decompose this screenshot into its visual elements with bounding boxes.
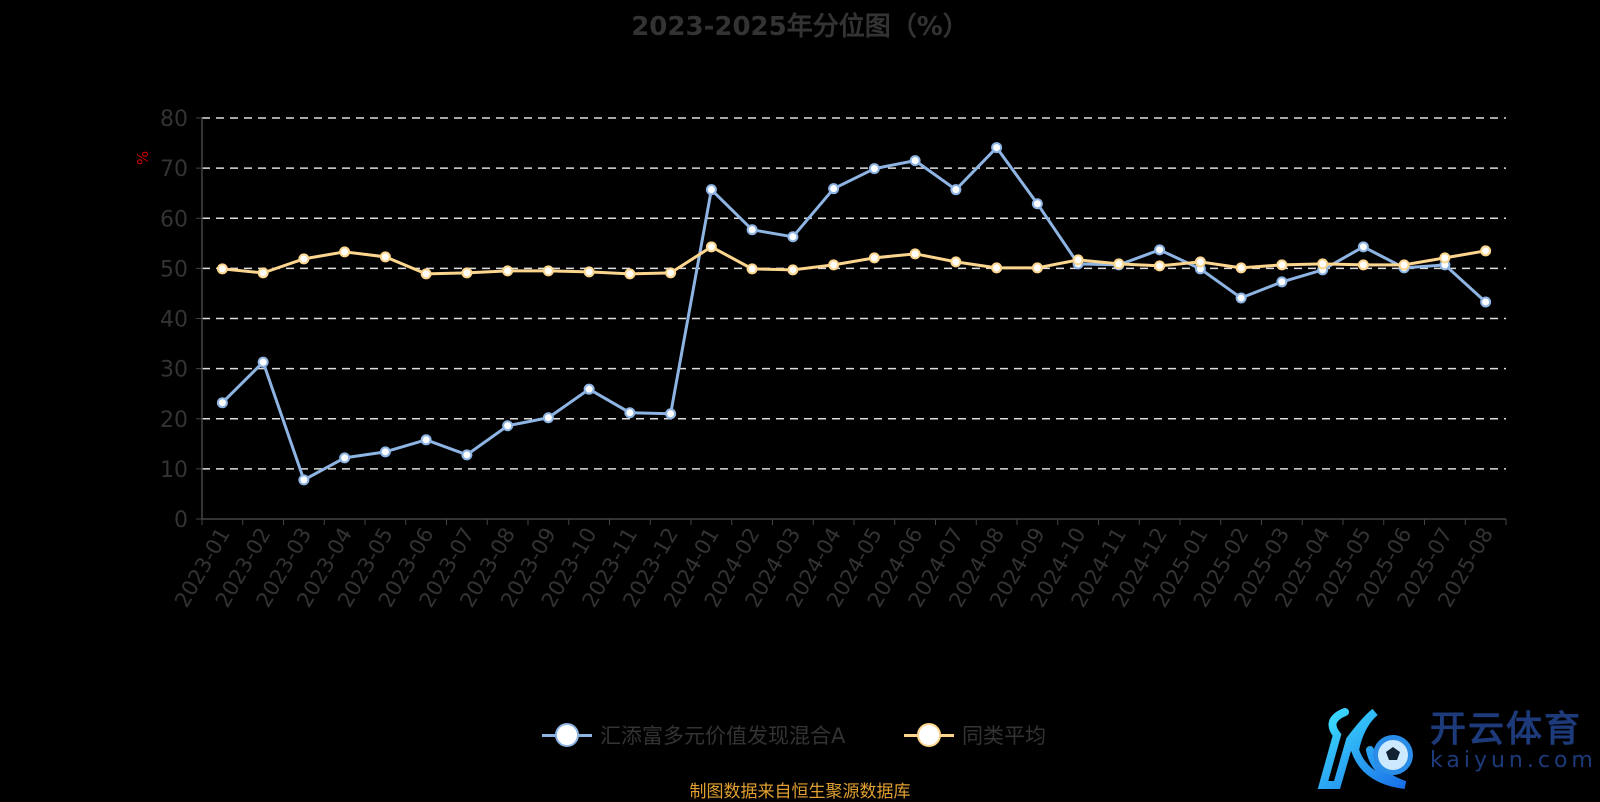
data-point-1 bbox=[1357, 259, 1369, 271]
data-point-0 bbox=[950, 184, 962, 196]
data-point-1 bbox=[379, 251, 391, 263]
data-point-0 bbox=[1031, 198, 1043, 210]
data-point-1 bbox=[1398, 259, 1410, 271]
data-point-0 bbox=[705, 184, 717, 196]
logo-k-ball-icon bbox=[1317, 708, 1413, 789]
data-point-1 bbox=[502, 265, 514, 277]
series-line-1 bbox=[222, 245, 1486, 276]
y-tick-label: 80 bbox=[160, 107, 188, 132]
y-tick-label: 10 bbox=[160, 458, 188, 483]
series-line-0 bbox=[221, 145, 1487, 483]
data-point-1 bbox=[1113, 258, 1125, 270]
legend-marker-icon bbox=[542, 723, 592, 747]
y-tick-label: 60 bbox=[160, 207, 188, 232]
legend-label: 同类平均 bbox=[962, 724, 1046, 748]
data-point-0 bbox=[420, 434, 432, 446]
line-chart: 01020304050607080%2023-012023-022023-032… bbox=[134, 107, 1507, 611]
data-point-0 bbox=[216, 397, 228, 409]
data-point-1 bbox=[1317, 258, 1329, 270]
source-note: 制图数据来自恒生聚源数据库 bbox=[689, 782, 911, 802]
data-point-0 bbox=[542, 412, 554, 424]
data-point-1 bbox=[1276, 259, 1288, 271]
kaiyun-logo: 开云体育 kaiyun.com bbox=[1315, 700, 1600, 790]
data-point-0 bbox=[583, 383, 595, 395]
data-point-1 bbox=[950, 256, 962, 268]
data-point-1 bbox=[787, 264, 799, 276]
y-tick-label: 70 bbox=[160, 157, 188, 182]
data-point-0 bbox=[1480, 296, 1492, 308]
data-point-0 bbox=[828, 183, 840, 195]
y-tick-label: 0 bbox=[174, 508, 188, 533]
data-point-0 bbox=[1357, 241, 1369, 253]
data-point-1 bbox=[583, 266, 595, 278]
data-point-0 bbox=[257, 356, 269, 368]
data-point-0 bbox=[461, 449, 473, 461]
data-point-0 bbox=[868, 163, 880, 175]
chart-title: 2023-2025年分位图（%） bbox=[631, 12, 969, 42]
data-point-0 bbox=[787, 231, 799, 243]
data-point-0 bbox=[379, 446, 391, 458]
legend-label: 汇添富多元价值发现混合A bbox=[600, 724, 846, 748]
data-point-1 bbox=[705, 241, 717, 253]
data-point-1 bbox=[1031, 262, 1043, 274]
y-tick-label: 30 bbox=[160, 358, 188, 383]
data-point-0 bbox=[665, 408, 677, 420]
legend-item-average[interactable]: 同类平均 bbox=[904, 720, 1046, 750]
data-point-1 bbox=[216, 263, 228, 275]
data-point-1 bbox=[298, 253, 310, 265]
data-point-1 bbox=[1154, 260, 1166, 272]
legend-marker-icon bbox=[904, 723, 954, 747]
data-point-1 bbox=[1480, 245, 1492, 257]
data-point-1 bbox=[1194, 256, 1206, 268]
data-point-1 bbox=[828, 259, 840, 271]
data-point-1 bbox=[1235, 262, 1247, 274]
data-point-1 bbox=[1439, 252, 1451, 264]
data-point-1 bbox=[542, 265, 554, 277]
data-point-1 bbox=[339, 246, 351, 258]
data-point-0 bbox=[1276, 276, 1288, 288]
data-point-0 bbox=[746, 224, 758, 236]
y-tick-label: 20 bbox=[160, 408, 188, 433]
y-tick-label: 50 bbox=[160, 257, 188, 282]
data-point-0 bbox=[339, 452, 351, 464]
data-point-1 bbox=[909, 248, 921, 260]
data-point-1 bbox=[624, 268, 636, 280]
data-point-1 bbox=[461, 267, 473, 279]
data-point-1 bbox=[746, 263, 758, 275]
y-axis-label: % bbox=[134, 151, 152, 165]
data-point-1 bbox=[257, 267, 269, 279]
data-point-0 bbox=[298, 474, 310, 486]
y-tick-label: 40 bbox=[160, 308, 188, 333]
data-point-1 bbox=[991, 262, 1003, 274]
data-point-0 bbox=[502, 420, 514, 432]
data-point-0 bbox=[991, 142, 1003, 154]
data-point-1 bbox=[1072, 254, 1084, 266]
legend-item-fund[interactable]: 汇添富多元价值发现混合A bbox=[542, 720, 845, 750]
data-point-1 bbox=[665, 267, 677, 279]
data-point-1 bbox=[868, 252, 880, 264]
data-point-0 bbox=[1235, 292, 1247, 304]
data-point-0 bbox=[909, 155, 921, 167]
data-point-0 bbox=[1154, 244, 1166, 256]
data-point-1 bbox=[420, 268, 432, 280]
data-point-0 bbox=[624, 407, 636, 419]
